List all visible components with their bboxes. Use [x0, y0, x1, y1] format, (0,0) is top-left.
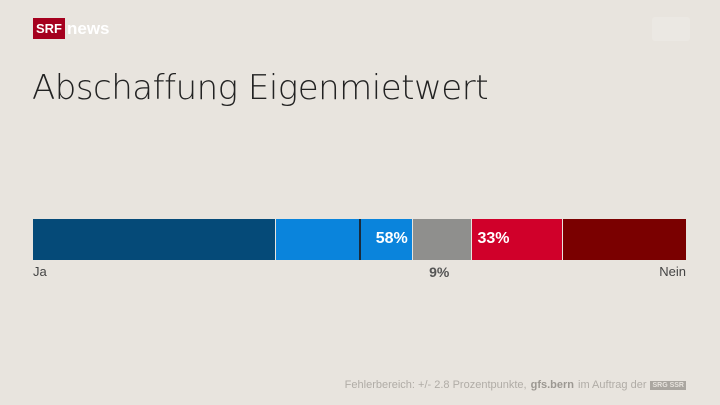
stacked-bar: 58% 33% [33, 219, 686, 260]
no-total-label: 33% [477, 230, 510, 247]
broadcast-bug-icon [652, 17, 690, 41]
margin-of-error: Fehlerbereich: +/- 2.8 Prozentpunkte, [344, 379, 527, 391]
yes-total-label: 58% [375, 230, 408, 247]
bar-segment-0 [33, 219, 275, 260]
institute-name: gfs.bern [530, 379, 574, 391]
axis-label-nein: Nein [659, 264, 686, 279]
bar-segment-3 [470, 219, 562, 260]
undecided-label: 9% [429, 264, 450, 280]
bar-segment-2 [411, 219, 471, 260]
footer-source: Fehlerbereich: +/- 2.8 Prozentpunkte, gf… [345, 379, 686, 391]
bar-segment-4 [561, 219, 686, 260]
srf-logo: SRF [33, 18, 65, 39]
srg-ssr-logo: SRG SSR [650, 380, 686, 390]
midline-50-percent [358, 219, 361, 260]
bar-segment-1 [274, 219, 412, 260]
axis-label-ja: Ja [33, 264, 47, 279]
news-label: news [67, 18, 110, 38]
chart-title: Abschaffung Eigenmietwert [32, 68, 489, 108]
commission-text: im Auftrag der [578, 379, 647, 391]
srf-news-logo: SRF news [33, 18, 110, 39]
